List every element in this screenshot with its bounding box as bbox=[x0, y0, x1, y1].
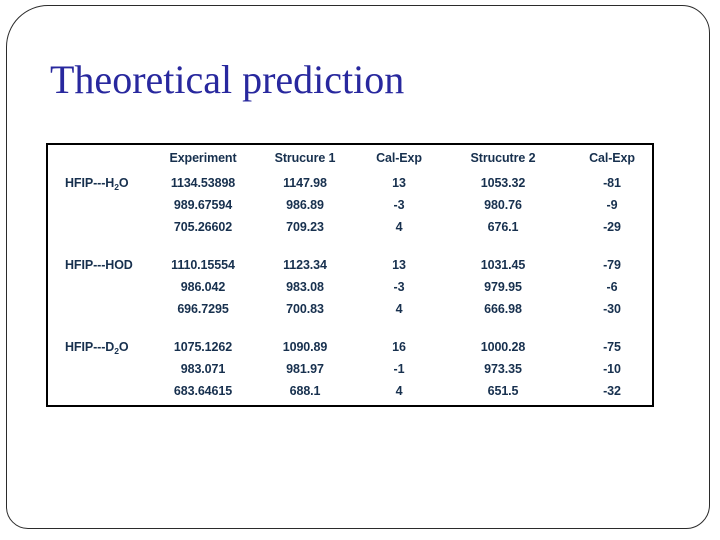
row-label-subscript: 2 bbox=[114, 182, 119, 192]
row-label-hfip-hod: HFIP---HOD bbox=[48, 254, 160, 276]
table-cell: 651.5 bbox=[487, 384, 519, 398]
row-label-subscript: 2 bbox=[114, 346, 119, 356]
table-cell: 709.23 bbox=[286, 220, 324, 234]
table-cell: 683.64615 bbox=[173, 384, 233, 398]
table-cell: -81 bbox=[603, 176, 621, 190]
table-cell: 981.97 bbox=[286, 362, 324, 376]
table-cell-empty bbox=[48, 194, 160, 216]
table-cell: 1147.98 bbox=[283, 176, 327, 190]
table-cell: -10 bbox=[603, 362, 621, 376]
group-spacer bbox=[48, 238, 652, 254]
table-cell: 989.67594 bbox=[173, 198, 233, 212]
table-cell: -1 bbox=[393, 362, 405, 376]
table-cell: -29 bbox=[603, 220, 621, 234]
table-cell: 1090.89 bbox=[282, 340, 328, 354]
table-cell: 973.35 bbox=[484, 362, 522, 376]
page-title: Theoretical prediction bbox=[50, 57, 405, 102]
table-cell: 1134.53898 bbox=[170, 176, 236, 190]
table-cell: 1110.15554 bbox=[171, 258, 235, 272]
row-label-hfip-h2o: HFIP---H2O bbox=[48, 172, 160, 194]
row-label-text: HFIP---H bbox=[65, 176, 115, 190]
row-label-hfip-d2o: HFIP---D2O bbox=[48, 336, 160, 358]
table-cell-empty bbox=[48, 216, 160, 238]
row-label-text: HFIP---HOD bbox=[65, 258, 133, 272]
table-cell: -79 bbox=[603, 258, 621, 272]
table-cell: 980.76 bbox=[484, 198, 522, 212]
table-cell-empty bbox=[48, 380, 160, 402]
column-header-calexp1: Cal-Exp bbox=[376, 151, 422, 165]
table-cell: 983.08 bbox=[286, 280, 324, 294]
column-header-structure2: Strucutre 2 bbox=[470, 151, 536, 165]
table-cell: 16 bbox=[392, 340, 406, 354]
column-header-experiment: Experiment bbox=[169, 151, 237, 165]
row-label-text: HFIP---D bbox=[65, 340, 115, 354]
table-cell: 1053.32 bbox=[480, 176, 526, 190]
table-cell: 705.26602 bbox=[173, 220, 233, 234]
table-cell: -6 bbox=[606, 280, 618, 294]
table-cell: 979.95 bbox=[484, 280, 522, 294]
table-cell: 4 bbox=[395, 384, 403, 398]
row-label-text: O bbox=[118, 176, 129, 190]
table-cell: 986.89 bbox=[286, 198, 324, 212]
slide-border bbox=[6, 5, 710, 529]
table-cell: -9 bbox=[606, 198, 618, 212]
table-cell: 1000.28 bbox=[480, 340, 526, 354]
table-cell: 986.042 bbox=[180, 280, 226, 294]
table-cell-empty bbox=[48, 298, 160, 320]
table-cell: 676.1 bbox=[487, 220, 519, 234]
table-cell: -3 bbox=[393, 280, 405, 294]
table-cell: 696.7295 bbox=[177, 302, 229, 316]
table-cell: 1123.34 bbox=[283, 258, 327, 272]
column-header-calexp2: Cal-Exp bbox=[589, 151, 635, 165]
group-spacer bbox=[48, 320, 652, 336]
table-cell: 1075.1262 bbox=[173, 340, 233, 354]
column-header-empty bbox=[48, 149, 160, 167]
row-label-text: O bbox=[118, 340, 129, 354]
table-cell: -75 bbox=[603, 340, 621, 354]
table-cell: 700.83 bbox=[286, 302, 324, 316]
table-cell: 13 bbox=[392, 176, 406, 190]
table-cell: -32 bbox=[603, 384, 621, 398]
table-cell: 688.1 bbox=[289, 384, 321, 398]
table-cell-empty bbox=[48, 276, 160, 298]
results-table: Experiment Strucure 1 Cal-Exp Strucutre … bbox=[46, 143, 654, 407]
table-cell: 1031.45 bbox=[480, 258, 526, 272]
table-cell: -3 bbox=[393, 198, 405, 212]
table-cell: 4 bbox=[395, 302, 403, 316]
table-cell: 4 bbox=[395, 220, 403, 234]
table-cell: -30 bbox=[603, 302, 621, 316]
table-cell: 983.071 bbox=[180, 362, 226, 376]
column-header-structure1: Strucure 1 bbox=[274, 151, 336, 165]
table-cell-empty bbox=[48, 358, 160, 380]
table-cell: 666.98 bbox=[484, 302, 522, 316]
table-cell: 13 bbox=[392, 258, 406, 272]
